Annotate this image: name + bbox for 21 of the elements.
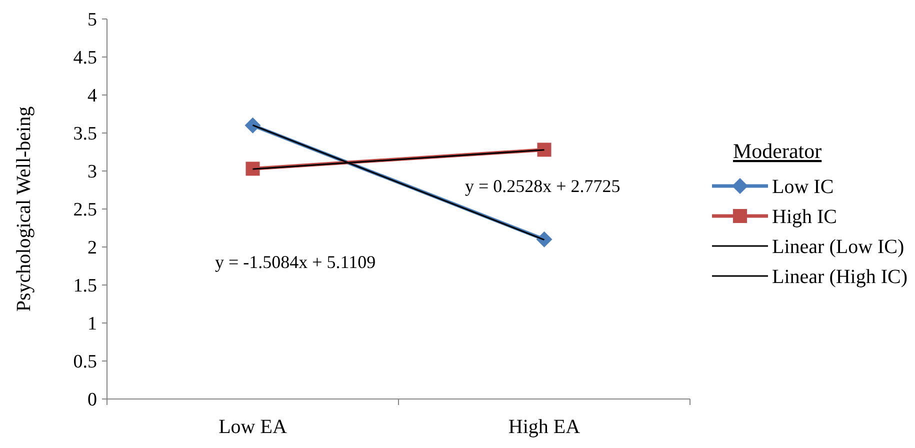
x-tick-label: High EA <box>508 416 581 438</box>
y-tick-label: 2 <box>88 238 97 259</box>
x-tick-label: Low EA <box>218 416 288 438</box>
y-tick-label: 1.5 <box>73 276 97 297</box>
y-tick-label: 2.5 <box>73 200 97 221</box>
legend-label: Linear (High IC) <box>772 266 908 288</box>
y-tick-label: 3 <box>88 162 97 183</box>
y-axis-title: Psychological Well-being <box>13 106 35 312</box>
y-tick-label: 0.5 <box>73 352 97 373</box>
annotation: y = 0.2528x + 2.7725 <box>465 176 620 196</box>
y-tick-label: 5 <box>88 10 97 31</box>
legend-label: High IC <box>772 206 837 228</box>
annotation: y = -1.5084x + 5.1109 <box>215 252 376 272</box>
y-tick-label: 3.5 <box>73 124 97 145</box>
legend-label: Low IC <box>772 176 834 198</box>
y-tick-label: 1 <box>88 314 97 335</box>
y-tick-label: 0 <box>88 390 97 411</box>
legend-title: Moderator <box>733 139 822 163</box>
legend-label: Linear (Low IC) <box>772 236 904 258</box>
y-tick-label: 4.5 <box>73 48 97 69</box>
y-tick-label: 4 <box>88 86 98 107</box>
